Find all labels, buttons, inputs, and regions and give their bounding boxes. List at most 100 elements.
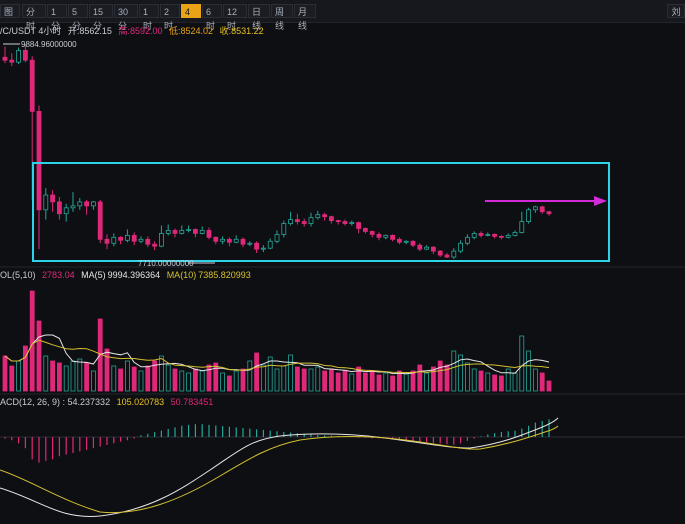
candle-body xyxy=(152,243,158,247)
volume-bar xyxy=(104,348,110,392)
candle-body xyxy=(328,216,334,222)
volume-bar xyxy=(301,368,307,392)
tab-timeframe-6[interactable]: 2时 xyxy=(160,4,180,31)
trend-arrow-head xyxy=(594,196,607,206)
volume-bar xyxy=(186,372,192,392)
tab-timeframe-12[interactable]: 月线 xyxy=(294,4,316,31)
volume-bar xyxy=(322,370,328,392)
volume-bar xyxy=(213,362,219,392)
candle-body xyxy=(485,233,491,236)
volume-bar xyxy=(16,360,22,392)
volume-bar xyxy=(233,370,239,392)
tab-timeframe-1[interactable]: 1分 xyxy=(47,4,67,31)
candle-body xyxy=(383,234,389,238)
volume-bar xyxy=(519,335,525,392)
candle-body xyxy=(458,242,464,252)
volume-bar xyxy=(451,350,457,392)
tab-timeframe-4[interactable]: 30分 xyxy=(114,4,138,31)
volume-bar xyxy=(356,366,362,392)
low-label: 低: xyxy=(169,26,181,36)
volume-bar xyxy=(206,364,212,392)
tab-timeframe-3[interactable]: 15分 xyxy=(89,4,113,31)
candle-body xyxy=(186,229,192,231)
candle-body xyxy=(464,236,470,244)
symbol-label: /C/USDT 4小时 xyxy=(0,26,62,36)
volume-bar xyxy=(376,374,382,392)
volume-bar xyxy=(417,364,423,392)
candle-body xyxy=(369,231,375,235)
volume-bar xyxy=(369,370,375,392)
tab-timeframe-10[interactable]: 日线 xyxy=(248,4,270,31)
volume-bar xyxy=(390,375,396,392)
volume-bar xyxy=(533,368,538,392)
ma10-label: MA(10) xyxy=(166,270,197,280)
volume-bar xyxy=(430,366,436,392)
volume-bar xyxy=(349,373,355,392)
candle-body xyxy=(526,209,531,222)
candle-body xyxy=(63,207,69,215)
candle-body xyxy=(478,233,484,236)
tab-timeframe-5[interactable]: 1时 xyxy=(139,4,159,31)
candle-body xyxy=(206,230,212,238)
open-label: 开: xyxy=(67,26,80,36)
candle-body xyxy=(410,240,416,246)
volume-bar xyxy=(539,372,545,392)
volume-bar xyxy=(91,370,96,392)
close-label: 收: xyxy=(219,26,232,36)
candle-body xyxy=(233,238,239,243)
tab-timeframe-9[interactable]: 12时 xyxy=(223,4,247,31)
volume-bar xyxy=(512,372,518,392)
candle-body xyxy=(165,230,171,234)
volume-bar xyxy=(43,355,49,392)
candle-body xyxy=(22,49,28,61)
low-marker-value: 7710.00000000 xyxy=(138,259,194,268)
high-value: 8592.00 xyxy=(129,26,163,36)
volume-value: 2783.04 xyxy=(42,270,75,280)
volume-bar xyxy=(50,360,55,392)
tab-timeframe-0[interactable]: 分时 xyxy=(22,4,46,31)
tab-timeframe-2[interactable]: 5分 xyxy=(68,4,88,31)
tab-timeframe-7[interactable]: 4时 xyxy=(181,4,201,31)
candle-body xyxy=(29,59,35,112)
candle-body xyxy=(213,236,219,242)
volume-bar xyxy=(158,355,164,392)
volume-ma5-line xyxy=(4,334,550,375)
volume-bar xyxy=(505,368,511,392)
candle-body xyxy=(430,246,436,252)
candle-body xyxy=(70,205,76,209)
volume-bar xyxy=(464,362,470,392)
tab-chart[interactable]: 图 xyxy=(0,4,20,18)
volume-bar xyxy=(22,345,28,392)
low-value: 8524.02 xyxy=(180,26,214,36)
candle-body xyxy=(118,236,123,241)
consolidation-box xyxy=(32,162,610,262)
candle-body xyxy=(498,235,504,238)
volume-bar xyxy=(63,365,69,392)
tab-timeframe-8[interactable]: 6时 xyxy=(202,4,222,31)
candle-body xyxy=(240,238,246,245)
ma5-value: 9994.396364 xyxy=(107,270,161,280)
volume-bar xyxy=(328,368,334,392)
macd-info: ACD(12, 26, 9) : 54.237332 105.020783 50… xyxy=(0,397,217,407)
candle-body xyxy=(356,222,362,229)
ma10-value: 7385.820993 xyxy=(198,270,251,280)
volume-bar xyxy=(254,352,260,392)
candle-body xyxy=(104,238,110,244)
volume-bar xyxy=(526,350,531,392)
candle-body xyxy=(390,234,396,240)
candle-body xyxy=(158,233,164,247)
candle-body xyxy=(172,230,178,234)
candle-body xyxy=(145,238,151,245)
candle-body xyxy=(131,234,137,242)
volume-bar xyxy=(546,380,552,392)
candle-body xyxy=(2,56,8,61)
tab-timeframe-11[interactable]: 周线 xyxy=(271,4,293,31)
high-marker-value: 9884.96000000 xyxy=(21,40,77,49)
candle-body xyxy=(342,221,348,224)
volume-bar xyxy=(437,360,443,392)
volume-info: OL(5,10) 2783.04 MA(5) 9994.396364 MA(10)… xyxy=(0,270,255,280)
candle-body xyxy=(84,201,89,207)
volume-bar xyxy=(84,362,89,392)
corner-button[interactable]: 刘 xyxy=(667,4,685,18)
